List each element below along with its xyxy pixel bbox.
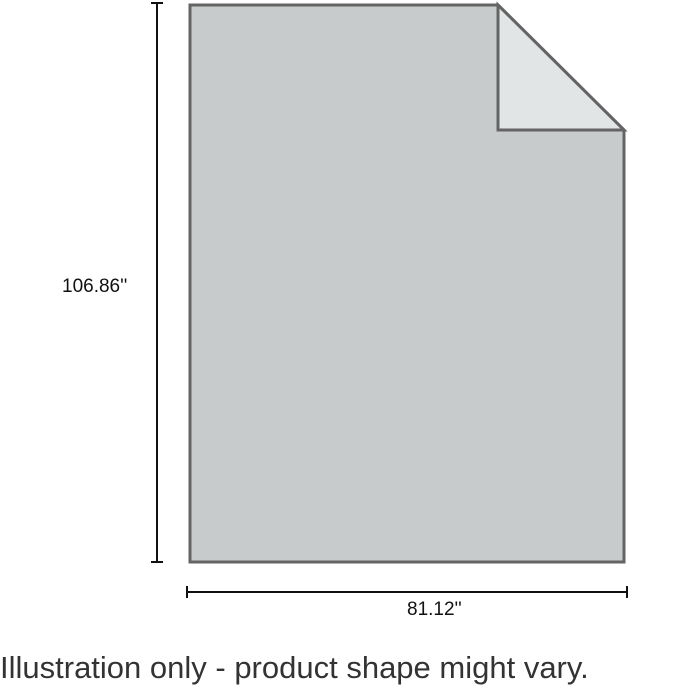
blanket-shape [188, 3, 626, 564]
height-label: 106.86'' [62, 276, 128, 297]
folded-corner [496, 1, 628, 132]
height-dimension-line [151, 2, 163, 563]
width-label: 81.12'' [407, 599, 462, 620]
caption: Illustration only - product shape might … [0, 650, 589, 685]
width-dimension-line [186, 586, 628, 598]
